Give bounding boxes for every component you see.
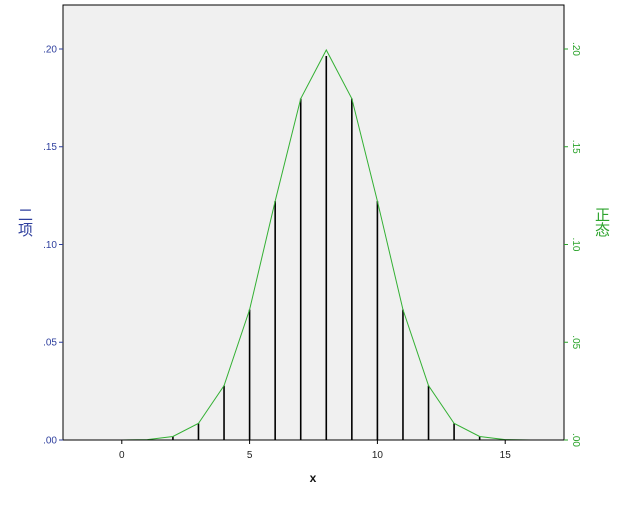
right-tick-label: .00 bbox=[570, 433, 581, 447]
bar-marks bbox=[146, 56, 507, 440]
left-axis: .00 .05 .10 .15 .20 bbox=[43, 44, 63, 447]
normal-curve-line bbox=[121, 48, 531, 441]
right-axis: .00 .05 .10 .15 .20 bbox=[564, 42, 581, 447]
right-tick-label: .10 bbox=[570, 238, 581, 252]
bottom-tick-label: 0 bbox=[119, 450, 125, 461]
bottom-tick-label: 15 bbox=[500, 450, 512, 461]
right-tick-label: .20 bbox=[570, 42, 581, 56]
bottom-tick-label: 5 bbox=[247, 450, 253, 461]
left-tick-label: .20 bbox=[43, 44, 57, 55]
left-tick-label: .10 bbox=[43, 240, 57, 251]
right-tick-label: .05 bbox=[570, 335, 581, 349]
bottom-tick-label: 10 bbox=[372, 450, 384, 461]
plot-frame bbox=[62, 4, 565, 441]
x-axis-label: x bbox=[310, 471, 317, 485]
y-axis-label-right: 正态 bbox=[593, 207, 611, 237]
left-tick-label: .15 bbox=[43, 142, 57, 153]
bottom-axis: 0 5 10 15 bbox=[119, 440, 511, 461]
left-tick-label: .05 bbox=[43, 338, 57, 349]
right-tick-label: .15 bbox=[570, 140, 581, 154]
y-axis-label-left: 二项 bbox=[16, 207, 34, 237]
left-tick-label: .00 bbox=[43, 436, 57, 447]
plot-background bbox=[63, 5, 564, 440]
